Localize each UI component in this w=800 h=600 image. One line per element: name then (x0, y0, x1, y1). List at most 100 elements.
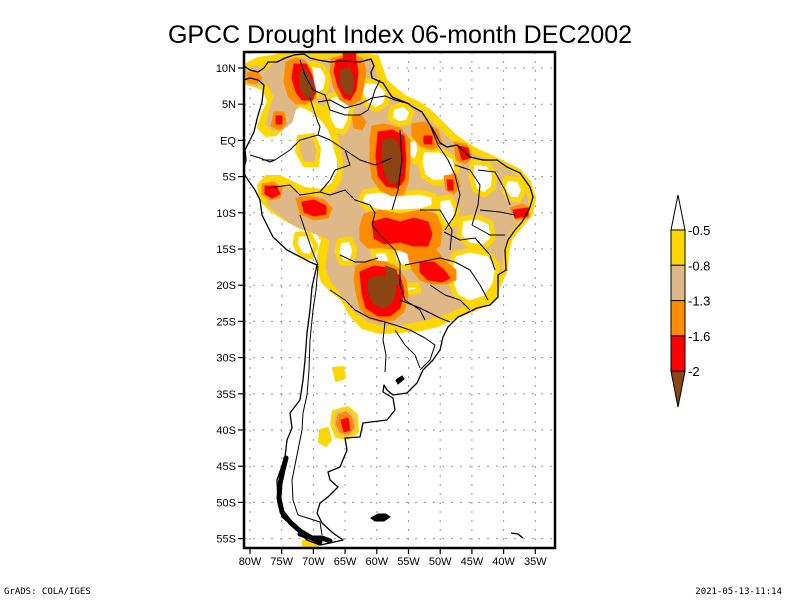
lon-tick-label: 35W (524, 556, 547, 568)
border-line (262, 97, 321, 161)
border-line (429, 124, 461, 231)
border-line (420, 209, 453, 251)
lat-tick-label: 10S (216, 208, 236, 220)
lon-tick-label: 40W (492, 556, 515, 568)
no-drought-area (500, 175, 527, 203)
colorbar-level-label: -1.6 (688, 329, 710, 344)
no-drought-area (292, 231, 319, 260)
colorbar-upper-triangle (670, 194, 686, 231)
coastlines (244, 53, 534, 546)
country-borders (249, 59, 516, 536)
border-line (329, 289, 411, 331)
map-area (244, 52, 555, 548)
drought-area-brown (367, 275, 397, 309)
drought-area-yellow (318, 427, 332, 447)
border-line (443, 231, 496, 271)
border-line (471, 224, 505, 236)
south-america-coastline (244, 53, 534, 546)
axis-ticks (238, 67, 536, 554)
colorbar-lower-triangle (670, 370, 686, 408)
colorbar-segment (670, 300, 686, 337)
colorbar-segment (670, 229, 686, 266)
colorbar-level-label: -1.3 (688, 294, 710, 309)
lat-tick-label: 40S (216, 425, 236, 437)
lat-tick-label: 20S (216, 280, 236, 292)
drought-area-red (446, 179, 454, 191)
lat-tick-label: 55S (216, 534, 236, 546)
colorbar-level-label: -0.5 (688, 223, 710, 238)
lat-tick-label: 50S (216, 497, 236, 509)
no-drought-area (456, 214, 496, 250)
border-line (299, 59, 381, 116)
colorbar-legend: -0.5 -0.8 -1.3 -1.6 -2 (670, 194, 710, 408)
drought-area-brown (385, 265, 400, 287)
drought-area-red (371, 217, 433, 247)
drought-area-red (423, 135, 433, 145)
lat-tick-label: 30S (216, 353, 236, 365)
colorbar-segment (670, 335, 686, 372)
lon-tick-label: 55W (397, 556, 420, 568)
lon-tick-label: 65W (334, 556, 357, 568)
border-line (477, 169, 511, 206)
latitude-axis-labels: 10N 5N EQ 5S 10S 15S 20S 25S 30S 35S 40S 45S 50S 55S (216, 63, 237, 546)
lon-tick-label: 80W (239, 556, 262, 568)
drought-area-brown (298, 69, 315, 99)
lat-tick-label: 5S (223, 172, 236, 184)
plot-title: GPCC Drought Index 06-month DEC2002 (168, 21, 632, 49)
border-line (479, 209, 516, 216)
no-drought-area (387, 101, 415, 127)
border-line (404, 257, 489, 301)
border-line (429, 284, 471, 311)
tierra-del-fuego (297, 531, 333, 544)
border-line (391, 129, 403, 211)
longitude-axis-labels: 80W 75W 70W 65W 60W 55W 50W 45W 40W 35W (239, 556, 548, 568)
border-line (299, 214, 319, 266)
drought-area-brown (339, 67, 355, 95)
drought-area-red (275, 115, 283, 125)
border-line (344, 149, 393, 166)
border-line (454, 164, 481, 226)
colorbar-level-label: -2 (688, 364, 700, 379)
colorbar-segment (670, 264, 686, 302)
lon-tick-label: 75W (270, 556, 293, 568)
footer-timestamp: 2021-05-13-11:14 (695, 587, 782, 597)
falkland-islands (370, 513, 391, 522)
lagoon-dos-patos (395, 375, 405, 385)
lat-tick-label: 5N (222, 99, 236, 111)
lat-tick-label: 45S (216, 461, 236, 473)
border-line (267, 134, 351, 196)
border-line (382, 321, 387, 373)
border-line (409, 329, 436, 371)
border-line (291, 265, 323, 536)
drought-area-red (264, 185, 281, 199)
lat-tick-label: 15S (216, 244, 236, 256)
lat-tick-label: 25S (216, 316, 236, 328)
lon-tick-label: 70W (302, 556, 325, 568)
drought-index-fills (245, 52, 536, 548)
lon-tick-label: 45W (461, 556, 484, 568)
lat-tick-label: 35S (216, 389, 236, 401)
south-georgia-island (510, 532, 524, 539)
footer-credit: GrADS: COLA/IGES (4, 587, 91, 597)
lon-tick-label: 60W (365, 556, 388, 568)
colorbar-level-label: -0.8 (688, 258, 710, 273)
border-line (399, 299, 451, 323)
plot-frame (242, 50, 557, 550)
border-line (319, 189, 426, 321)
drought-area-tan (299, 138, 317, 163)
border-line (317, 95, 411, 109)
drought-area-red (301, 199, 327, 217)
border-line (339, 254, 379, 263)
drought-area-red (340, 417, 351, 433)
lat-tick-label: EQ (220, 135, 236, 147)
drought-area-yellow (332, 366, 346, 382)
drought-area-red (419, 261, 451, 283)
lon-tick-label: 50W (429, 556, 452, 568)
border-line (394, 329, 421, 369)
drought-area-orange (351, 113, 367, 131)
lat-tick-label: 10N (216, 63, 236, 75)
no-drought-area (334, 236, 358, 266)
border-line (249, 154, 276, 163)
